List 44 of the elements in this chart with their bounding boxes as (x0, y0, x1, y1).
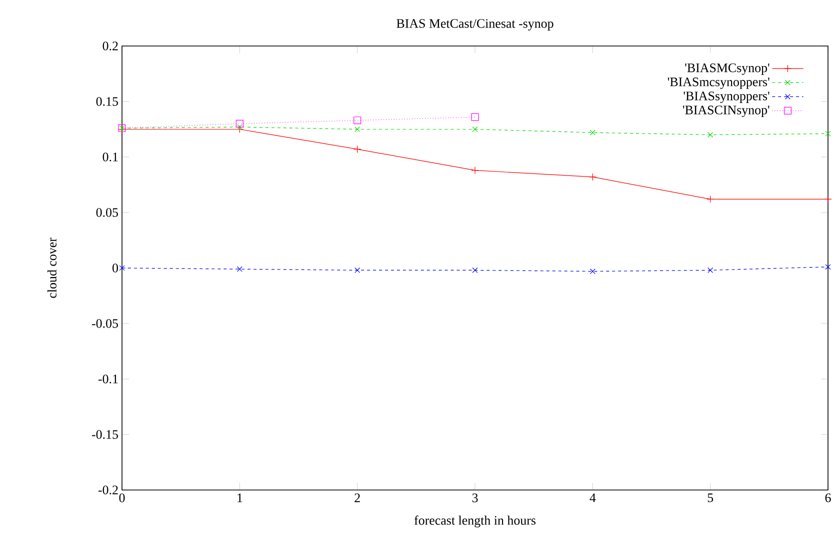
point (824, 195, 832, 203)
point (354, 116, 362, 124)
chart-title: BIAS MetCast/Cinesat -synop (396, 19, 554, 30)
y-tick-label: -0.05 (92, 319, 118, 328)
point (708, 132, 714, 138)
y-tick-label: 0.1 (102, 152, 118, 162)
x-tick-label: 5 (708, 494, 714, 502)
point (236, 124, 242, 130)
point (354, 126, 360, 132)
x-tick-label: 2 (354, 494, 360, 502)
point (236, 266, 242, 272)
x-tick-label: 4 (590, 494, 596, 502)
point (825, 130, 831, 136)
y-tick-label: 0 (112, 264, 118, 272)
x-tick-label: 1 (238, 494, 242, 502)
point (590, 130, 596, 136)
x-tick-label: 0 (119, 494, 125, 502)
legend-label: 'BIASCINsynop' (682, 106, 770, 118)
y-axis-title: cloud cover (47, 238, 56, 298)
point (706, 195, 714, 203)
point (236, 120, 244, 128)
point (354, 145, 362, 154)
point (119, 265, 125, 271)
y-tick-label: 0.05 (96, 208, 118, 217)
y-tick-label: -0.2 (98, 486, 118, 494)
legend-label: 'BIASmcsynoppers' (668, 78, 770, 89)
point (590, 268, 596, 274)
point (354, 267, 360, 273)
x-tick-label: 3 (472, 494, 478, 502)
legend-label: 'BIASsynoppers' (684, 92, 770, 103)
x-tick-label: 6 (825, 494, 831, 502)
point (825, 264, 831, 270)
point (472, 267, 478, 273)
y-tick-label: 0.2 (102, 42, 118, 50)
point (708, 267, 714, 273)
x-axis-title: forecast length in hours (414, 516, 536, 528)
legend-label: 'BIASMCsynop' (685, 64, 770, 75)
point (588, 173, 596, 181)
y-tick-label: -0.15 (92, 430, 118, 439)
point (471, 113, 479, 121)
point (472, 126, 478, 132)
point (471, 166, 479, 174)
y-tick-label: 0.15 (96, 97, 118, 106)
y-tick-label: -0.1 (98, 374, 118, 384)
